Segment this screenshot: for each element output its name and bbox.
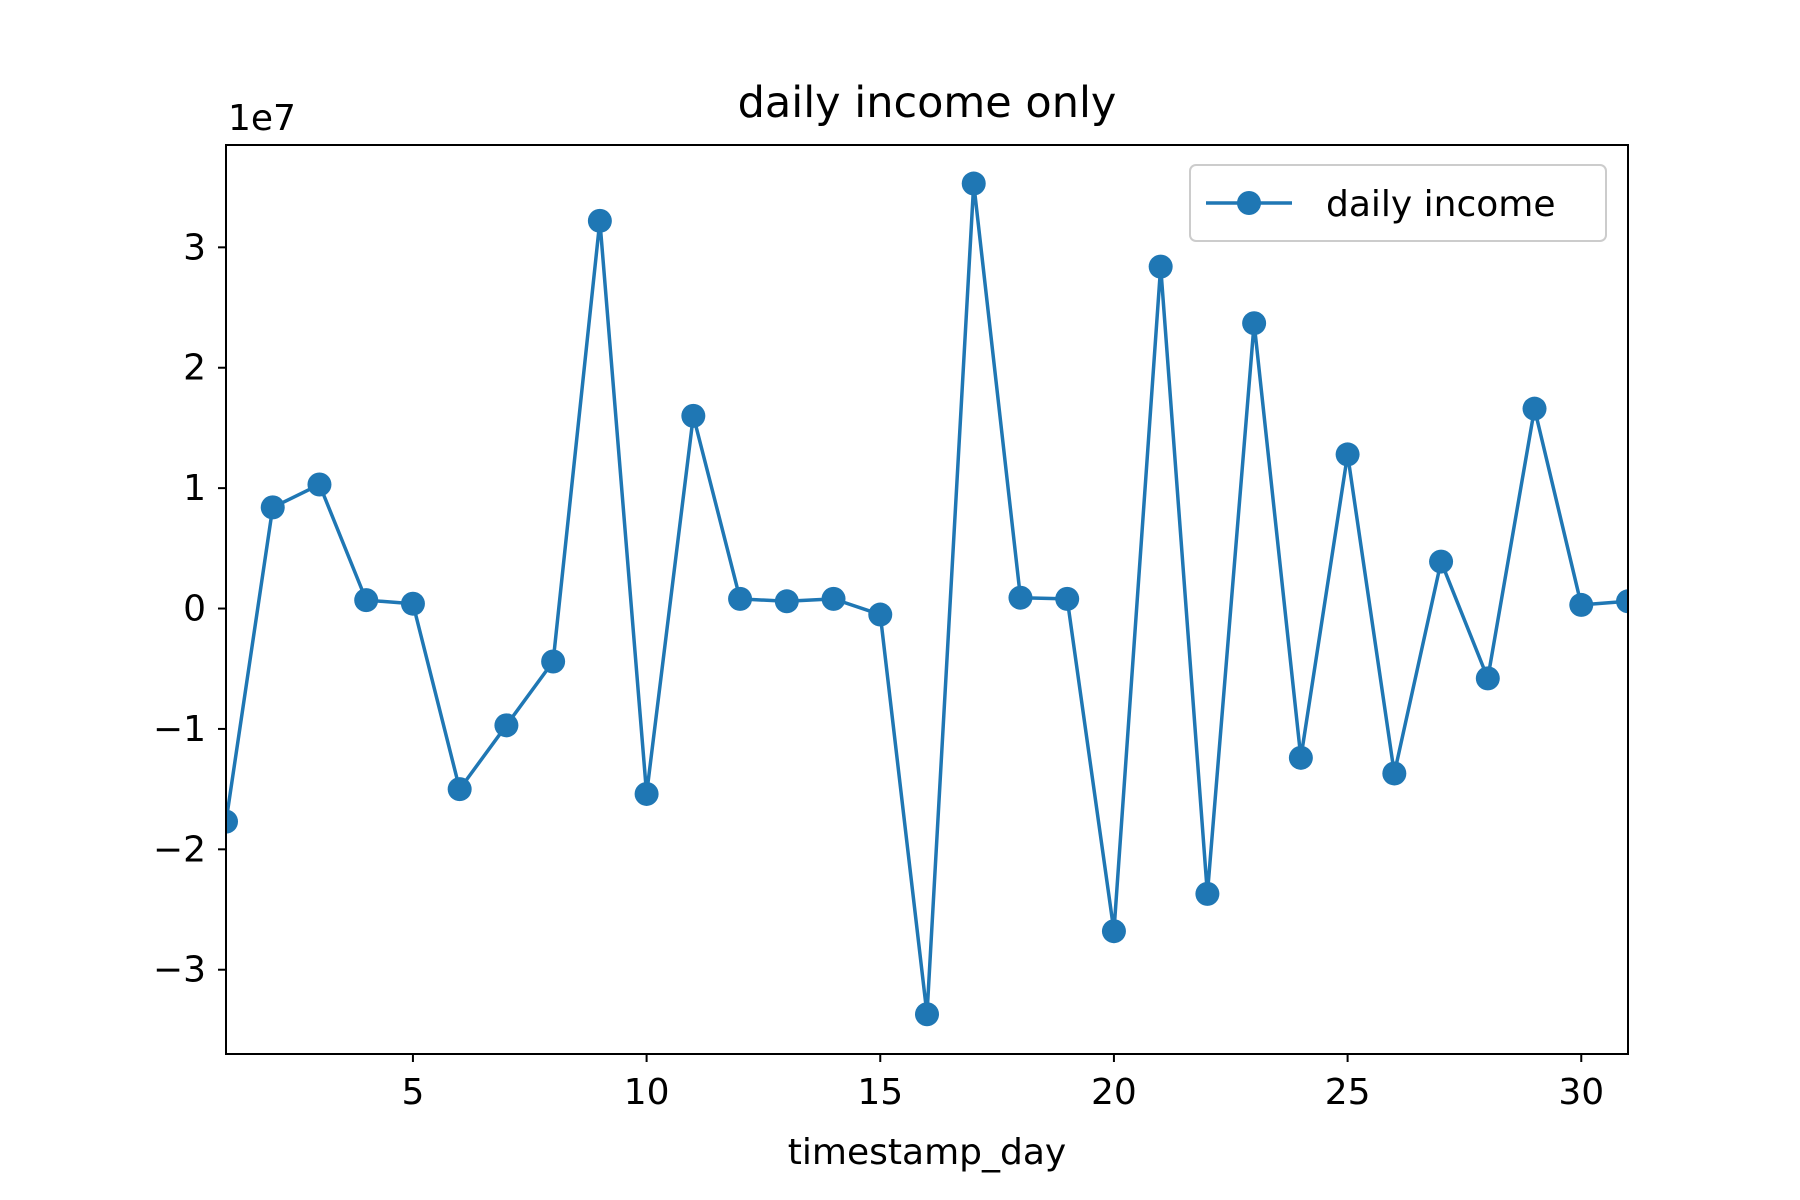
- data-point: [1616, 589, 1628, 614]
- y-axis: −3 −2 −1 0 1 2 3: [153, 227, 226, 991]
- data-point: [1195, 881, 1220, 906]
- data-point: [868, 602, 893, 627]
- x-axis-title: timestamp_day: [788, 1132, 1066, 1173]
- data-point: [1008, 585, 1033, 610]
- legend-marker-swatch: [1237, 191, 1261, 215]
- data-point: [681, 403, 706, 428]
- x-tick-label: 10: [624, 1072, 670, 1113]
- data-point: [260, 495, 285, 520]
- data-point: [494, 713, 519, 738]
- data-point: [915, 1002, 939, 1027]
- legend: daily income: [1189, 164, 1607, 242]
- data-point: [1569, 592, 1594, 617]
- data-point: [1522, 396, 1547, 421]
- axes-frame: [225, 144, 1629, 1055]
- chart-title: daily income only: [738, 78, 1117, 128]
- data-point: [821, 586, 846, 611]
- data-point: [541, 649, 566, 674]
- y-tick-label: 2: [183, 348, 206, 389]
- data-point: [354, 588, 379, 613]
- data-point: [1429, 549, 1454, 574]
- y-tick-label: 1: [183, 468, 206, 509]
- series-line-daily-income: [226, 181, 1628, 1017]
- plot-area: [226, 171, 1628, 1027]
- data-point: [587, 208, 612, 233]
- data-point: [307, 472, 332, 497]
- data-point: [1335, 442, 1360, 467]
- data-point: [447, 777, 472, 802]
- data-point: [1101, 919, 1126, 944]
- y-tick-label: −3: [153, 950, 206, 991]
- x-tick-label: 20: [1091, 1072, 1137, 1113]
- data-point: [1382, 761, 1407, 786]
- y-tick-label: 3: [183, 227, 206, 268]
- x-axis: 5 10 15 20 25 30: [401, 1054, 1604, 1113]
- x-tick-label: 15: [857, 1072, 903, 1113]
- data-point: [1055, 586, 1080, 611]
- data-point: [1475, 666, 1500, 691]
- data-point: [1288, 745, 1313, 770]
- y-axis-offset-label: 1e7: [228, 98, 296, 139]
- y-tick-label: 0: [183, 589, 206, 630]
- data-point: [1148, 254, 1173, 279]
- data-point: [961, 171, 986, 196]
- data-point: [226, 809, 238, 834]
- x-tick-label: 25: [1325, 1072, 1371, 1113]
- legend-label: daily income: [1326, 184, 1556, 225]
- y-tick-label: −2: [153, 829, 206, 870]
- legend-box: [1189, 164, 1607, 242]
- data-point: [1242, 311, 1267, 336]
- data-point: [728, 586, 753, 611]
- data-point: [774, 589, 799, 614]
- x-tick-label: 30: [1558, 1072, 1604, 1113]
- y-tick-label: −1: [153, 709, 206, 750]
- x-tick-label: 5: [401, 1072, 424, 1113]
- data-point: [634, 781, 659, 806]
- data-point: [400, 591, 425, 616]
